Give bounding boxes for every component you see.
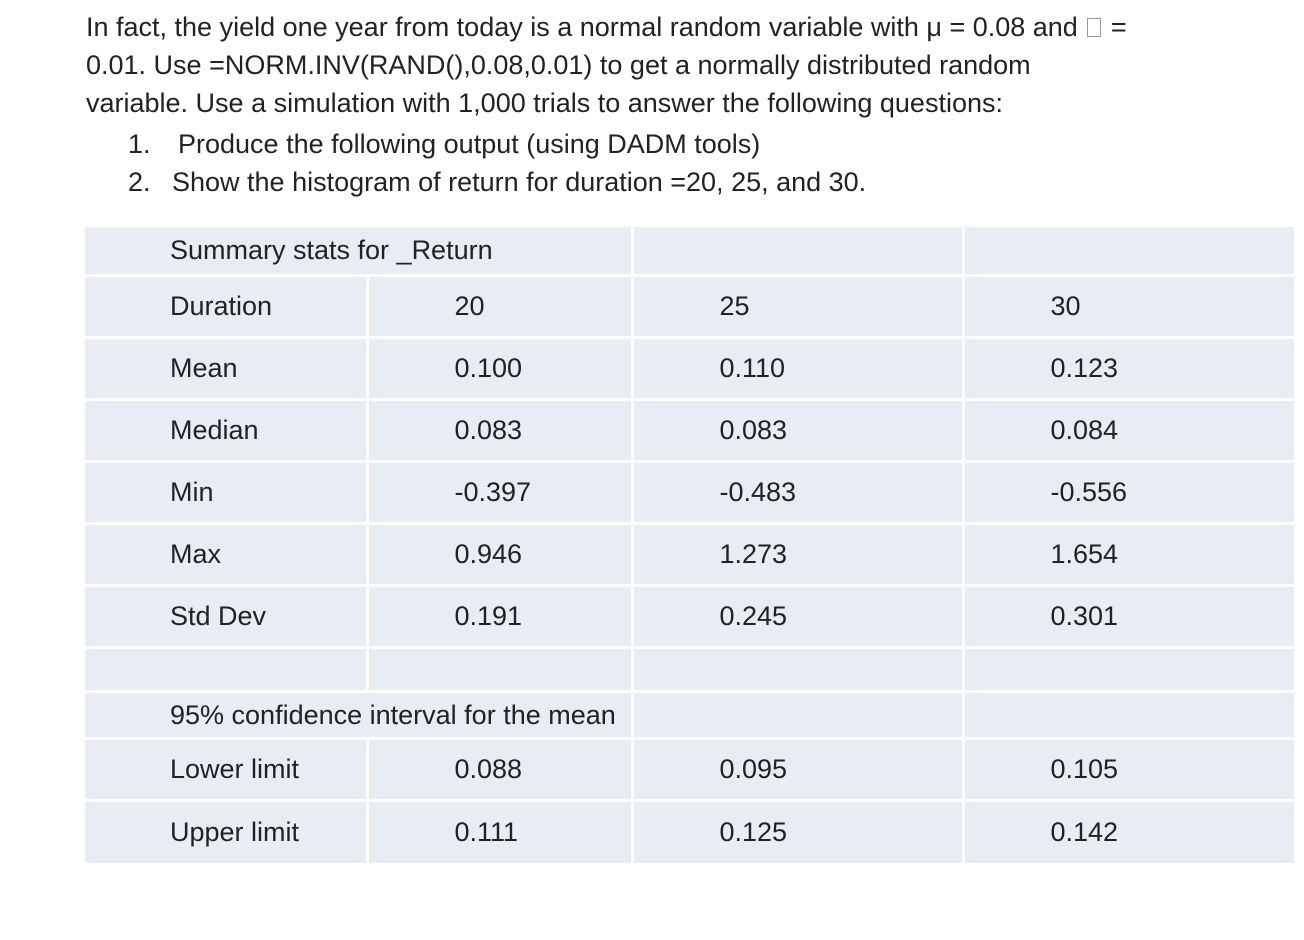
question-number: 2.: [128, 167, 151, 197]
table-cell: 0.083: [630, 398, 965, 463]
statement-line-3: variable. Use a simulation with 1,000 tr…: [86, 88, 1003, 118]
table-cell: 0.088: [365, 737, 634, 802]
row-label: Median: [85, 398, 369, 463]
table-cell-empty: [961, 646, 1294, 693]
table-spacer-row: [85, 646, 1294, 693]
table-cell: 1.273: [630, 522, 965, 587]
table-cell: 0.301: [961, 584, 1294, 649]
table-cell: 0.125: [630, 799, 965, 863]
row-label: Lower limit: [85, 737, 369, 802]
table-cell: 0.123: [961, 336, 1294, 401]
table-cell-empty: [961, 690, 1294, 740]
table-cell: 0.245: [630, 584, 965, 649]
table-cell-empty: [630, 646, 965, 693]
row-label: Duration: [85, 274, 369, 339]
table-row: Max 0.946 1.273 1.654: [85, 522, 1294, 587]
table-title: Summary stats for _Return: [85, 227, 634, 277]
question-list: 1. Produce the following output (using D…: [86, 125, 866, 201]
statement-line-1: In fact, the yield one year from today i…: [86, 8, 1286, 46]
question-text: Produce the following output (using DADM…: [178, 129, 761, 159]
table-row: Upper limit 0.111 0.125 0.142: [85, 799, 1294, 863]
table-cell: -0.556: [961, 460, 1294, 525]
table-cell: 0.084: [961, 398, 1294, 463]
question-text: Show the histogram of return for duratio…: [172, 167, 867, 197]
table-row: Lower limit 0.088 0.095 0.105: [85, 737, 1294, 802]
duration-30-header: 30: [961, 274, 1294, 339]
duration-header-row: Duration 20 25 30: [85, 274, 1294, 339]
table-cell-empty: [630, 227, 965, 277]
table-cell: 0.111: [365, 799, 634, 863]
table-cell: 1.654: [961, 522, 1294, 587]
ci-title: 95% confidence interval for the mean: [85, 690, 634, 740]
table-cell: 0.105: [961, 737, 1294, 802]
statement-line-1-equals: =: [1110, 12, 1127, 42]
table-row: Std Dev 0.191 0.245 0.301: [85, 584, 1294, 649]
table-title-row: Summary stats for _Return: [85, 227, 1294, 277]
question-item: 2. Show the histogram of return for dura…: [86, 163, 866, 201]
row-label: Std Dev: [85, 584, 369, 649]
missing-glyph-icon: [1087, 18, 1102, 37]
question-item: 1. Produce the following output (using D…: [86, 125, 866, 163]
table-cell: -0.397: [365, 460, 634, 525]
duration-25-header: 25: [630, 274, 965, 339]
table-cell: 0.142: [961, 799, 1294, 863]
table-row: Min -0.397 -0.483 -0.556: [85, 460, 1294, 525]
table-cell: -0.483: [630, 460, 965, 525]
row-label: Upper limit: [85, 799, 369, 863]
row-label: Max: [85, 522, 369, 587]
problem-statement: In fact, the yield one year from today i…: [86, 8, 1286, 122]
table-row: Median 0.083 0.083 0.084: [85, 398, 1294, 463]
summary-stats-table: Summary stats for _Return Duration 20 25…: [85, 227, 1294, 863]
duration-20-header: 20: [365, 274, 634, 339]
table-cell-empty: [85, 646, 369, 693]
table-cell: 0.100: [365, 336, 634, 401]
statement-line-2: 0.01. Use =NORM.INV(RAND(),0.08,0.01) to…: [86, 50, 1031, 80]
table-cell: 0.095: [630, 737, 965, 802]
question-number: 1.: [128, 129, 151, 159]
table-cell-empty: [961, 227, 1294, 277]
table-cell: 0.083: [365, 398, 634, 463]
ci-title-row: 95% confidence interval for the mean: [85, 690, 1294, 740]
table-cell: 0.110: [630, 336, 965, 401]
row-label: Mean: [85, 336, 369, 401]
table-cell-empty: [630, 690, 965, 740]
statement-line-1-text: In fact, the yield one year from today i…: [86, 12, 1078, 42]
table-cell: 0.191: [365, 584, 634, 649]
table-cell-empty: [365, 646, 634, 693]
table-row: Mean 0.100 0.110 0.123: [85, 336, 1294, 401]
table-cell: 0.946: [365, 522, 634, 587]
row-label: Min: [85, 460, 369, 525]
